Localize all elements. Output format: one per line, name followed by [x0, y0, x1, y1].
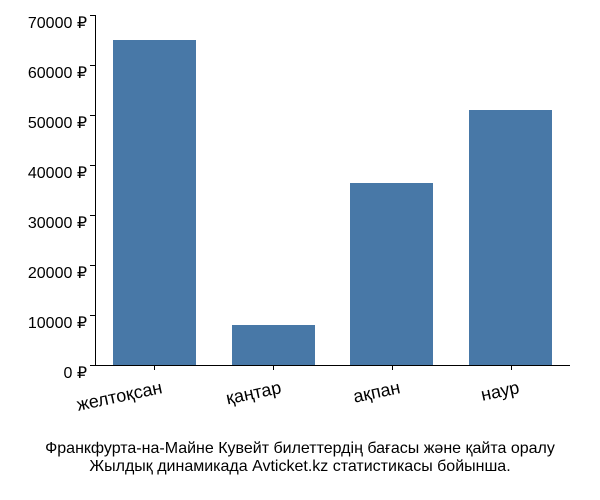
price-chart: 0 ₽ 10000 ₽ 20000 ₽ 30000 ₽ 40000 ₽ 50000 ₽ 60…: [0, 0, 600, 500]
y-axis: 0 ₽10000 ₽20000 ₽30000 ₽40000 ₽50000 ₽60…: [0, 15, 87, 365]
y-tick-mark: [90, 165, 95, 166]
y-tick-mark: [90, 15, 95, 16]
y-tick-mark: [90, 115, 95, 116]
bar: [232, 325, 315, 365]
caption-line: Франкфурта-на-Майне Кувейт билеттердің б…: [0, 440, 600, 458]
y-tick-mark: [90, 215, 95, 216]
x-tick-label: наур: [479, 377, 521, 406]
x-tick-label: ақпан: [351, 377, 402, 407]
y-tick-label: 40000 ₽: [4, 163, 87, 183]
x-tick-label: желтоқсан: [75, 377, 164, 416]
x-tick-label: қаңтар: [224, 377, 283, 409]
y-axis-line: [95, 15, 96, 365]
bar: [350, 183, 433, 366]
y-tick-mark: [90, 265, 95, 266]
y-tick-label: 50000 ₽: [4, 113, 87, 133]
bar: [113, 40, 196, 365]
y-tick-label: 10000 ₽: [4, 313, 87, 333]
y-tick-label: 60000 ₽: [4, 63, 87, 83]
y-tick-mark: [90, 65, 95, 66]
caption-line: Жылдық динамикада Avticket.kz статистика…: [0, 458, 600, 476]
y-tick-label: 20000 ₽: [4, 263, 87, 283]
x-axis: желтоқсанқаңтарақпаннаур: [95, 365, 570, 435]
y-tick-mark: [90, 365, 95, 366]
y-tick-mark: [90, 315, 95, 316]
x-tick-mark: [511, 365, 512, 370]
chart-caption: Франкфурта-на-Майне Кувейт билеттердің б…: [0, 440, 600, 476]
y-tick-label: 30000 ₽: [4, 213, 87, 233]
x-tick-mark: [392, 365, 393, 370]
x-tick-mark: [273, 365, 274, 370]
x-tick-mark: [154, 365, 155, 370]
bar: [469, 110, 552, 365]
plot-area: [95, 15, 570, 365]
y-tick-label: 70000 ₽: [4, 13, 87, 33]
y-tick-label: 0 ₽: [4, 363, 87, 383]
